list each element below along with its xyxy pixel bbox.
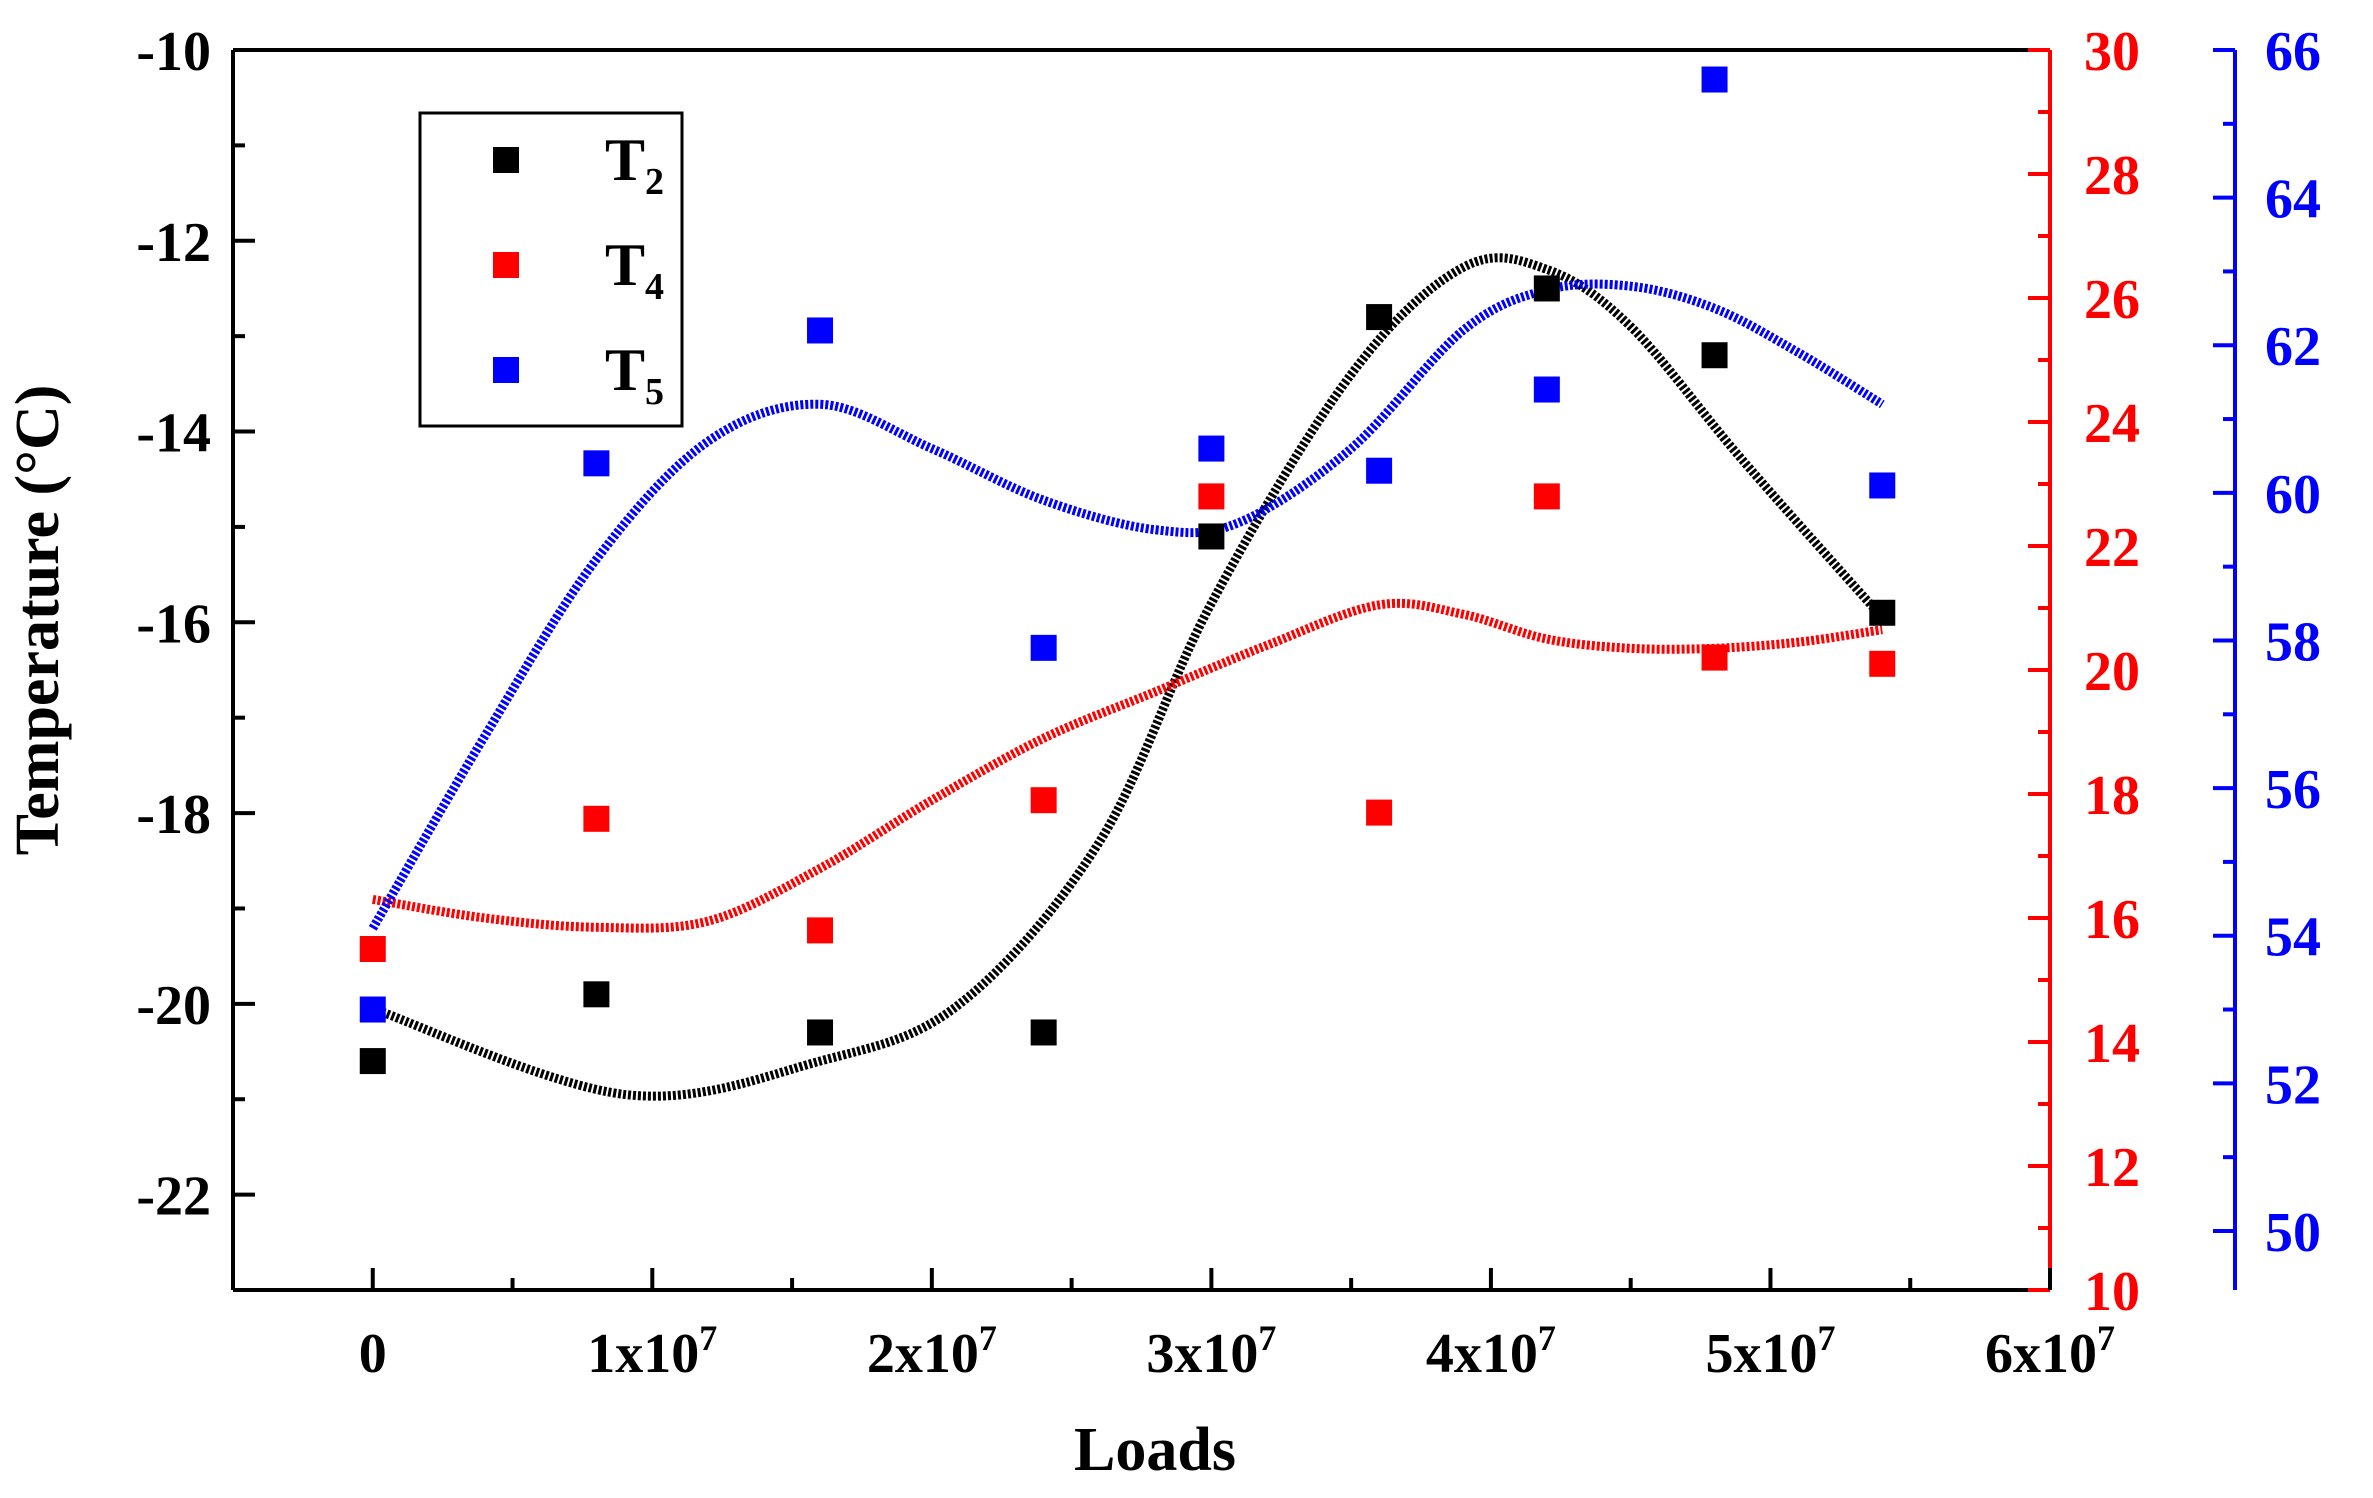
legend-box xyxy=(418,111,684,428)
right2-tick-label: 58 xyxy=(2265,611,2321,673)
x-tick-label: 6x107 xyxy=(1985,1318,2115,1385)
point-t4 xyxy=(1533,483,1560,510)
right-tick-label: 18 xyxy=(2084,765,2140,827)
point-t4 xyxy=(583,805,610,832)
left-tick-label: -18 xyxy=(136,784,211,846)
right-tick-label: 10 xyxy=(2084,1261,2140,1323)
point-t2 xyxy=(1533,275,1560,302)
fit-curves xyxy=(368,253,1886,1101)
point-t4 xyxy=(1366,799,1393,826)
x-axis-label: Loads xyxy=(1074,1416,1236,1484)
point-t2 xyxy=(807,1019,834,1046)
right-tick-label: 24 xyxy=(2084,393,2140,455)
right-tick-label: 12 xyxy=(2084,1137,2140,1199)
right2-tick-label: 54 xyxy=(2265,907,2321,969)
legend-marker xyxy=(493,357,519,383)
x-tick-label: 4x107 xyxy=(1426,1318,1556,1385)
right-tick-label: 20 xyxy=(2084,641,2140,703)
right-tick-label: 14 xyxy=(2084,1013,2140,1075)
point-t2 xyxy=(1701,342,1728,369)
right2-y-axis: 50 52 54 56 58 60 62 64 66 xyxy=(2213,21,2321,1290)
right-tick-label: 30 xyxy=(2084,21,2140,83)
point-t5 xyxy=(359,996,386,1023)
fit-curve-t2 xyxy=(371,253,1886,1101)
point-t5 xyxy=(583,450,610,477)
point-t2 xyxy=(583,981,610,1008)
point-t5 xyxy=(1701,66,1728,93)
point-t4 xyxy=(1869,650,1896,677)
right-tick-label: 16 xyxy=(2084,889,2140,951)
legend-marker xyxy=(493,147,519,173)
point-t4 xyxy=(807,917,834,944)
right-y-axis: 10 12 14 16 18 20 22 24 26 28 30 xyxy=(2028,21,2140,1323)
x-tick-label: 5x107 xyxy=(1705,1318,1835,1385)
y-axis-label: Temperature (°C) xyxy=(4,385,72,856)
left-y-axis: -10 -12 -14 -16 -18 -20 -22 xyxy=(136,21,255,1292)
x-tick-label: 0 xyxy=(359,1323,387,1385)
plot-frame xyxy=(233,48,2050,1292)
legend-marker xyxy=(493,252,519,278)
point-t2 xyxy=(1030,1019,1057,1046)
point-t5 xyxy=(807,317,834,344)
left-tick-label: -14 xyxy=(136,403,211,465)
point-t5 xyxy=(1030,634,1057,661)
x-tick-label: 3x107 xyxy=(1146,1318,1276,1385)
left-tick-label: -10 xyxy=(136,21,211,83)
right2-tick-label: 64 xyxy=(2265,169,2321,231)
left-tick-label: -16 xyxy=(136,593,211,655)
legend-label: T4 xyxy=(605,232,664,308)
left-tick-label: -20 xyxy=(136,975,211,1037)
right-tick-label: 26 xyxy=(2084,269,2140,331)
right-tick-label: 22 xyxy=(2084,517,2140,579)
point-t5 xyxy=(1366,457,1393,484)
left-tick-label: -12 xyxy=(136,212,211,274)
point-t5 xyxy=(1533,376,1560,403)
right2-tick-label: 52 xyxy=(2265,1054,2321,1116)
point-t2 xyxy=(1869,599,1896,626)
point-t4 xyxy=(1701,644,1728,671)
legend-label: T5 xyxy=(605,337,664,413)
point-t2 xyxy=(359,1048,386,1075)
right2-tick-label: 60 xyxy=(2265,464,2321,526)
point-t4 xyxy=(1198,483,1225,510)
fit-curve-t4 xyxy=(372,598,1883,933)
x-tick-label: 2x107 xyxy=(867,1318,997,1385)
x-tick-label: 1x107 xyxy=(587,1318,717,1385)
right-tick-label: 28 xyxy=(2084,145,2140,207)
point-t4 xyxy=(359,936,386,962)
right2-tick-label: 50 xyxy=(2265,1202,2321,1264)
point-t2 xyxy=(1198,523,1225,550)
point-t5 xyxy=(1869,472,1896,499)
legend: T2 T4 T5 xyxy=(418,111,684,428)
point-t4 xyxy=(1030,787,1057,814)
fit-curve-t5 xyxy=(368,279,1885,931)
point-t2 xyxy=(1366,304,1393,331)
legend-label: T2 xyxy=(605,127,664,203)
right2-tick-label: 56 xyxy=(2265,759,2321,821)
right2-tick-label: 62 xyxy=(2265,316,2321,378)
point-t5 xyxy=(1198,435,1225,462)
data-points xyxy=(359,66,1896,1075)
right2-tick-label: 66 xyxy=(2265,21,2321,83)
x-axis: 0 1x107 2x107 3x107 4x107 5x107 6x107 xyxy=(359,1268,2115,1385)
left-tick-label: -22 xyxy=(136,1166,211,1228)
